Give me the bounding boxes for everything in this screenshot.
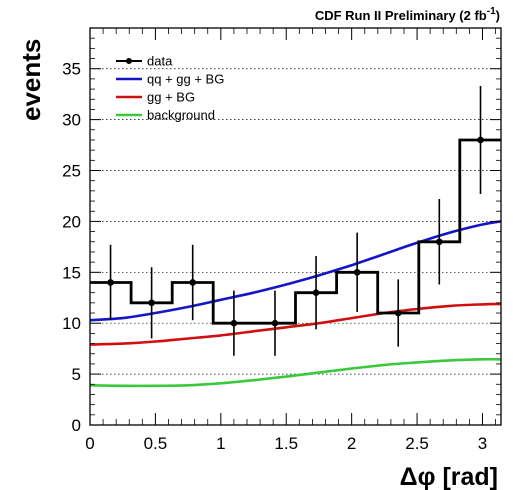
chart-title: CDF Run II Preliminary (2 fb-1) — [315, 6, 500, 23]
data-point-6 — [353, 269, 361, 276]
x-tick-label-1: 0.5 — [144, 434, 168, 453]
legend-label-0: data — [147, 54, 173, 69]
legend-label-2: gg + BG — [147, 90, 195, 105]
x-tick-label-3: 1.5 — [274, 434, 298, 453]
data-point-8 — [436, 238, 443, 246]
y-tick-label-2: 10 — [62, 314, 81, 333]
data-point-3 — [230, 319, 238, 327]
series-line-0 — [89, 220, 502, 322]
x-tick-label-0: 0 — [85, 434, 94, 453]
chart-title-superscript: -1 — [487, 6, 496, 17]
grid — [90, 68, 501, 375]
plot-area-border — [89, 27, 502, 426]
x-axis-label: Δφ [rad] — [400, 463, 498, 490]
data-point-4 — [271, 319, 279, 327]
x-tick-label-2: 1 — [216, 434, 225, 453]
x-tick-label-6: 3 — [478, 434, 487, 453]
data-histogram-outline — [89, 138, 501, 325]
data-point-9 — [477, 136, 484, 144]
y-tick-label-4: 20 — [62, 212, 81, 231]
data-point-2 — [189, 279, 196, 286]
y-tick-label-7: 35 — [62, 60, 81, 79]
y-tick-label-6: 30 — [62, 111, 81, 130]
y-tick-label-1: 5 — [72, 365, 81, 384]
data-point-5 — [312, 289, 320, 296]
legend-label-3: background — [147, 108, 215, 123]
x-tick-label-5: 2.5 — [405, 434, 429, 453]
x-tick-label-4: 2 — [347, 434, 356, 453]
data-histogram — [89, 86, 501, 356]
series-line-1 — [89, 302, 501, 346]
axis-ticks: 0 5 10 15 20 25 30 35 0 0.5 1 1.5 2 2.5 3 — [62, 28, 501, 453]
y-tick-label-0: 0 — [72, 416, 81, 435]
y-tick-label-3: 15 — [62, 263, 81, 282]
data-point-7 — [394, 309, 402, 317]
model-curves — [89, 220, 502, 388]
legend: data qq + gg + BG gg + BG background — [116, 54, 224, 123]
chart-title-close: ) — [496, 8, 500, 23]
series-line-2 — [89, 357, 501, 388]
data-point-0 — [107, 279, 114, 286]
legend-marker-0 — [126, 58, 132, 64]
data-point-1 — [148, 299, 155, 307]
y-axis-label: events — [16, 39, 46, 121]
legend-label-1: qq + gg + BG — [147, 72, 224, 87]
plot-frame — [89, 27, 502, 426]
y-tick-label-5: 25 — [62, 162, 81, 181]
